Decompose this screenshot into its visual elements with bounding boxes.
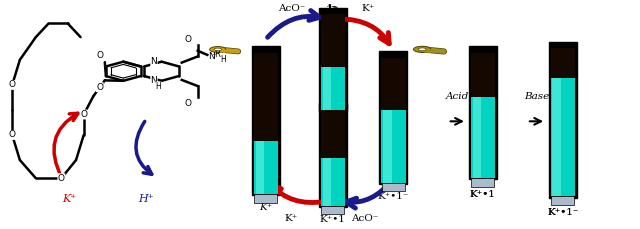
Bar (381, 58, 406, 110)
Bar (551, 196, 574, 205)
Bar (323, 158, 331, 206)
Bar (382, 183, 405, 191)
Bar (321, 14, 345, 67)
Text: K⁺: K⁺ (361, 4, 374, 13)
Circle shape (210, 46, 226, 52)
Bar (321, 110, 345, 158)
Text: K⁺•1⁻: K⁺•1⁻ (547, 208, 579, 217)
Text: Base: Base (524, 92, 549, 101)
Bar (255, 141, 264, 194)
Bar (321, 206, 344, 214)
Text: 1⁻: 1⁻ (326, 4, 340, 15)
Bar (471, 178, 494, 187)
Text: ᴵ⁻: ᴵ⁻ (328, 3, 338, 16)
Text: K⁺: K⁺ (259, 203, 273, 212)
Bar (552, 78, 561, 196)
Text: K⁺: K⁺ (63, 194, 77, 204)
Bar (380, 51, 408, 184)
Text: H: H (156, 82, 161, 91)
Bar (252, 46, 280, 195)
Bar (321, 67, 345, 110)
Text: H: H (220, 55, 226, 64)
Text: K⁺: K⁺ (285, 214, 298, 223)
Text: AcO⁻: AcO⁻ (351, 214, 378, 223)
Bar (383, 110, 392, 183)
Bar (550, 78, 575, 196)
Bar (319, 103, 347, 207)
Text: Acid: Acid (445, 92, 469, 101)
Text: K⁺•1: K⁺•1 (470, 190, 496, 199)
Circle shape (214, 48, 221, 51)
Bar (253, 141, 278, 194)
Text: N: N (209, 52, 215, 61)
Bar (319, 8, 347, 111)
Bar (472, 97, 481, 178)
Text: H⁺: H⁺ (138, 194, 154, 204)
Bar (550, 49, 575, 78)
Text: O: O (80, 110, 87, 119)
Text: K⁺•1⁻: K⁺•1⁻ (378, 192, 409, 201)
Bar (468, 46, 497, 179)
Bar (321, 110, 344, 119)
Bar (253, 53, 278, 141)
Text: N: N (150, 57, 157, 66)
Text: O: O (9, 80, 16, 89)
Text: AcO⁻: AcO⁻ (278, 4, 305, 13)
Text: -R: -R (212, 50, 221, 59)
Bar (381, 110, 406, 183)
Text: K⁺•1: K⁺•1 (320, 215, 346, 224)
Circle shape (418, 48, 426, 51)
Text: O: O (9, 131, 16, 139)
Text: K⁺•1: K⁺•1 (470, 190, 496, 199)
Text: O: O (184, 98, 191, 108)
Bar (323, 67, 331, 110)
Text: O: O (58, 174, 65, 183)
Text: O: O (184, 35, 191, 44)
Text: O: O (96, 83, 103, 92)
Circle shape (413, 46, 431, 52)
Text: N: N (150, 76, 157, 85)
Bar (470, 53, 495, 97)
Bar (321, 158, 345, 206)
Bar (548, 42, 577, 198)
Bar (254, 194, 277, 203)
Text: K⁺•1⁻: K⁺•1⁻ (547, 208, 579, 217)
Bar (470, 97, 495, 178)
Text: O: O (96, 51, 103, 60)
